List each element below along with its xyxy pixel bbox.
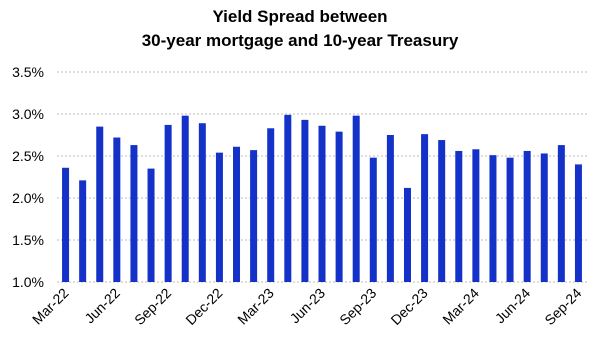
- bar: [523, 150, 531, 282]
- bar: [403, 187, 411, 282]
- bar: [540, 153, 548, 282]
- bar: [489, 155, 497, 282]
- bar: [215, 152, 223, 282]
- bar: [352, 115, 360, 283]
- x-tick-label: Sep-23: [336, 285, 379, 328]
- x-tick-label: Jun-22: [81, 285, 123, 327]
- bar: [557, 145, 565, 282]
- y-tick-label: 2.5%: [12, 148, 44, 164]
- x-tick-label: Dec-23: [387, 285, 430, 328]
- bar: [62, 167, 70, 282]
- x-tick-label: Jun-24: [492, 285, 534, 327]
- bar: [301, 119, 309, 282]
- y-tick-label: 2.0%: [12, 190, 44, 206]
- bar: [472, 149, 480, 282]
- bar: [369, 157, 377, 282]
- bar: [96, 126, 104, 282]
- bar: [318, 125, 326, 282]
- bar: [113, 137, 121, 282]
- x-tick-label: Sep-24: [541, 285, 584, 328]
- bar: [438, 140, 446, 282]
- chart-title: Yield Spread between: [212, 7, 387, 26]
- y-tick-label: 1.0%: [12, 274, 44, 290]
- bar: [335, 131, 343, 282]
- bar: [386, 135, 394, 282]
- bar: [574, 164, 582, 282]
- x-tick-label: Mar-24: [439, 285, 482, 328]
- bar: [267, 128, 275, 282]
- bar: [506, 157, 514, 282]
- bar: [455, 150, 463, 282]
- x-tick-label: Mar-22: [29, 285, 72, 328]
- bar: [421, 134, 429, 282]
- bar: [79, 180, 87, 282]
- bar: [147, 168, 155, 282]
- bar: [130, 145, 138, 282]
- bar: [233, 146, 241, 282]
- y-tick-label: 3.5%: [12, 64, 44, 80]
- x-tick-label: Mar-23: [234, 285, 277, 328]
- bar: [181, 115, 189, 283]
- chart-title: 30-year mortgage and 10-year Treasury: [142, 31, 459, 50]
- bar: [164, 124, 172, 282]
- y-tick-label: 1.5%: [12, 232, 44, 248]
- y-tick-label: 3.0%: [12, 106, 44, 122]
- bar: [198, 123, 206, 283]
- bar: [284, 114, 292, 282]
- bar: [250, 150, 258, 282]
- x-tick-label: Dec-22: [182, 285, 225, 328]
- x-tick-label: Jun-23: [287, 285, 329, 327]
- x-tick-label: Sep-22: [131, 285, 174, 328]
